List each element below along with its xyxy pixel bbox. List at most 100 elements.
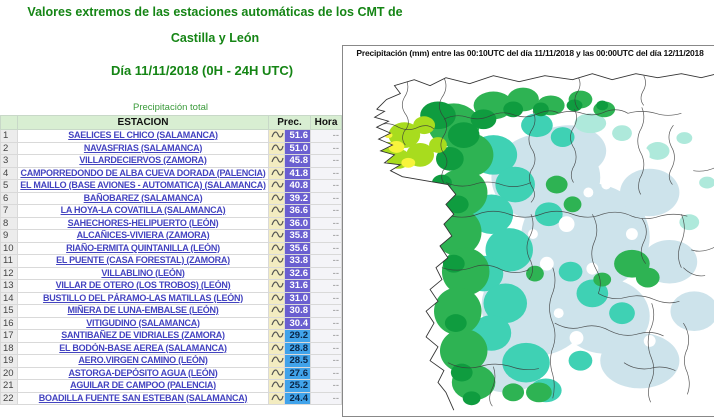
- graph-icon[interactable]: [271, 219, 284, 229]
- graph-icon[interactable]: [271, 381, 284, 391]
- graph-icon[interactable]: [271, 169, 284, 179]
- graph-icon-cell[interactable]: [268, 354, 285, 368]
- prec-value: 36.6: [284, 204, 311, 218]
- graph-icon-cell[interactable]: [268, 266, 285, 280]
- station-cell: NAVASFRIAS (SALAMANCA): [17, 141, 269, 155]
- station-cell: BAÑOBAREZ (SALAMANCA): [17, 191, 269, 205]
- station-link[interactable]: AGUILAR DE CAMPOO (PALENCIA): [70, 380, 216, 390]
- graph-icon[interactable]: [271, 294, 284, 304]
- table-row: 17 SANTIBAÑEZ DE VIDRIALES (ZAMORA) 29.2…: [0, 329, 342, 343]
- station-cell: EL BODÓN-BASE AEREA (SALAMANCA): [17, 341, 269, 355]
- table-row: 15 MIÑERA DE LUNA-EMBALSE (LEÓN) 30.8 --: [0, 304, 342, 318]
- station-link[interactable]: BAÑOBAREZ (SALAMANCA): [83, 192, 203, 203]
- graph-icon[interactable]: [271, 319, 284, 329]
- graph-icon-cell[interactable]: [268, 216, 285, 230]
- graph-icon[interactable]: [271, 269, 284, 279]
- graph-icon-cell[interactable]: [268, 179, 285, 193]
- table-row: 5 EL MAILLO (BASE AVIONES - AUTOMATICA) …: [0, 179, 342, 193]
- hora-column-header: Hora: [310, 115, 342, 130]
- map-title: Precipitación (mm) entre las 00:10UTC de…: [356, 48, 704, 58]
- hora-value: --: [310, 316, 342, 330]
- hora-value: --: [310, 191, 342, 205]
- row-rank: 9: [0, 229, 18, 243]
- station-link[interactable]: EL PUENTE (CASA FORESTAL) (ZAMORA): [56, 255, 230, 265]
- graph-icon-cell[interactable]: [268, 229, 285, 243]
- graph-icon[interactable]: [271, 156, 284, 166]
- hora-value: --: [310, 179, 342, 193]
- graph-icon[interactable]: [271, 256, 284, 266]
- station-link[interactable]: VITIGUDINO (SALAMANCA): [86, 317, 200, 328]
- station-link[interactable]: BUSTILLO DEL PÁRAMO-LAS MATILLAS (LEÓN): [43, 292, 243, 303]
- table-row: 10 RIAÑO-ERMITA QUINTANILLA (LEÓN) 35.6 …: [0, 241, 342, 255]
- hora-value: --: [310, 291, 342, 305]
- graph-icon[interactable]: [271, 144, 284, 154]
- graph-icon[interactable]: [271, 194, 284, 204]
- row-rank: 20: [0, 366, 18, 380]
- coastline: [373, 73, 714, 411]
- graph-icon[interactable]: [271, 244, 284, 254]
- graph-icon[interactable]: [271, 206, 284, 216]
- graph-icon[interactable]: [271, 131, 284, 141]
- row-rank: 22: [0, 391, 18, 405]
- station-link[interactable]: AERO.VIRGEN CAMINO (LEÓN): [78, 355, 208, 365]
- station-link[interactable]: SANTIBAÑEZ DE VIDRIALES (ZAMORA): [61, 330, 225, 340]
- graph-icon-cell[interactable]: [268, 241, 285, 255]
- station-link[interactable]: ALCAÑICES-VIVIERA (ZAMORA): [76, 230, 210, 240]
- table-row: 2 NAVASFRIAS (SALAMANCA) 51.0 --: [0, 141, 342, 155]
- table-row: 3 VILLARDECIERVOS (ZAMORA) 45.8 --: [0, 154, 342, 168]
- graph-icon-cell[interactable]: [268, 166, 285, 180]
- station-link[interactable]: CAMPORREDONDO DE ALBA CUEVA DORADA (PALE…: [20, 167, 266, 178]
- graph-icon-cell[interactable]: [268, 379, 285, 393]
- station-link[interactable]: VILLAR DE OTERO (LOS TROBOS) (LEÓN): [55, 280, 231, 290]
- graph-icon[interactable]: [271, 369, 284, 379]
- graph-icon[interactable]: [271, 344, 284, 354]
- graph-icon[interactable]: [271, 231, 284, 241]
- graph-icon-cell[interactable]: [268, 291, 285, 305]
- graph-icon-cell[interactable]: [268, 341, 285, 355]
- row-rank: 17: [0, 329, 18, 343]
- station-link[interactable]: NAVASFRIAS (SALAMANCA): [83, 142, 203, 153]
- prec-value: 35.6: [284, 241, 311, 255]
- station-link[interactable]: ASTORGA-DEPÓSITO AGUA (LEÓN): [68, 367, 218, 378]
- graph-icon-cell[interactable]: [268, 141, 285, 155]
- graph-icon[interactable]: [271, 181, 284, 191]
- graph-icon-cell[interactable]: [268, 191, 285, 205]
- graph-icon-cell[interactable]: [268, 129, 285, 143]
- station-cell: VILLAR DE OTERO (LOS TROBOS) (LEÓN): [17, 279, 269, 293]
- station-link[interactable]: SAELICES EL CHICO (SALAMANCA): [68, 130, 218, 140]
- graph-icon-cell[interactable]: [268, 391, 285, 405]
- graph-icon-cell[interactable]: [268, 154, 285, 168]
- station-link[interactable]: LA HOYA-LA COVATILLA (SALAMANCA): [60, 205, 226, 215]
- station-link[interactable]: BOADILLA FUENTE SAN ESTEBAN (SALAMANCA): [38, 392, 248, 403]
- graph-icon-cell[interactable]: [268, 366, 285, 380]
- graph-icon-cell[interactable]: [268, 254, 285, 268]
- station-link[interactable]: VILLARDECIERVOS (ZAMORA): [79, 155, 207, 165]
- graph-icon[interactable]: [271, 281, 284, 291]
- station-link[interactable]: EL MAILLO (BASE AVIONES - AUTOMATICA) (S…: [20, 180, 266, 190]
- hora-value: --: [310, 216, 342, 230]
- prec-value: 27.6: [284, 366, 311, 380]
- graph-icon-cell[interactable]: [268, 304, 285, 318]
- station-link[interactable]: SAHECHORES-HELIPUERTO (LEÓN): [67, 217, 219, 228]
- station-link[interactable]: RIAÑO-ERMITA QUINTANILLA (LEÓN): [66, 242, 220, 253]
- hora-value: --: [310, 241, 342, 255]
- graph-icon-cell[interactable]: [268, 316, 285, 330]
- row-rank: 16: [0, 316, 18, 330]
- prec-value: 28.5: [284, 354, 311, 368]
- prec-value: 36.0: [284, 216, 311, 230]
- table-row: 14 BUSTILLO DEL PÁRAMO-LAS MATILLAS (LEÓ…: [0, 291, 342, 305]
- station-link[interactable]: VILLABLINO (LEÓN): [101, 267, 185, 278]
- graph-icon[interactable]: [271, 331, 284, 341]
- graph-icon-cell[interactable]: [268, 279, 285, 293]
- prec-column-header: Prec.: [268, 115, 311, 130]
- graph-icon[interactable]: [271, 306, 284, 316]
- graph-icon[interactable]: [271, 394, 284, 404]
- graph-icon[interactable]: [271, 356, 284, 366]
- station-cell: SANTIBAÑEZ DE VIDRIALES (ZAMORA): [17, 329, 269, 343]
- graph-icon-cell[interactable]: [268, 329, 285, 343]
- graph-icon-cell[interactable]: [268, 204, 285, 218]
- prec-value: 30.8: [284, 304, 311, 318]
- station-link[interactable]: MIÑERA DE LUNA-EMBALSE (LEÓN): [67, 305, 219, 315]
- station-table-body: 1 SAELICES EL CHICO (SALAMANCA) 51.6 -- …: [0, 129, 342, 405]
- station-link[interactable]: EL BODÓN-BASE AEREA (SALAMANCA): [59, 342, 227, 353]
